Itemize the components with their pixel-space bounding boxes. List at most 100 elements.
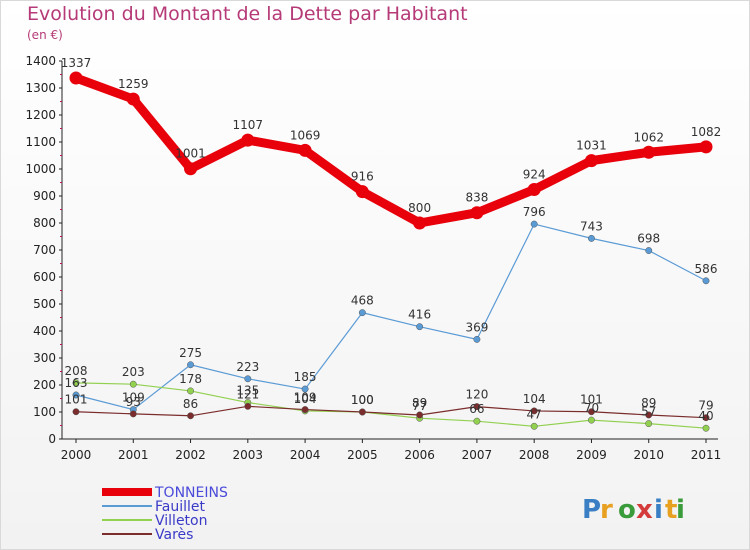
data-point bbox=[473, 335, 481, 343]
data-label: 101 bbox=[65, 393, 88, 407]
data-point bbox=[241, 133, 255, 147]
data-label: 203 bbox=[122, 365, 145, 379]
data-label: 70 bbox=[584, 401, 599, 415]
chart-subtitle: (en €) bbox=[27, 28, 63, 42]
data-label: 66 bbox=[469, 402, 484, 416]
data-point bbox=[72, 408, 80, 416]
data-label: 86 bbox=[183, 397, 198, 411]
data-point bbox=[416, 323, 424, 331]
data-point bbox=[588, 416, 595, 424]
data-point bbox=[527, 183, 541, 197]
x-tick-label: 2007 bbox=[462, 448, 493, 462]
y-tick-label: 1400 bbox=[25, 54, 56, 68]
x-tick-label: 2010 bbox=[633, 448, 664, 462]
legend-label: Villeton bbox=[155, 513, 207, 529]
data-label: 104 bbox=[523, 392, 546, 406]
y-tick-label: 100 bbox=[33, 405, 56, 419]
series-line-villeton bbox=[75, 382, 707, 429]
data-label: 208 bbox=[65, 364, 88, 378]
data-label: 57 bbox=[641, 405, 656, 419]
data-point bbox=[187, 387, 194, 395]
data-label: 468 bbox=[351, 294, 374, 308]
x-tick-label: 2005 bbox=[347, 448, 378, 462]
y-tick-label: 400 bbox=[33, 324, 56, 338]
data-label: 101 bbox=[580, 393, 603, 407]
axes: 0 100 200 300 400 500 600 700 800 900 1000 1100 1200… bbox=[25, 54, 721, 462]
series-line-fauillet bbox=[75, 223, 707, 411]
y-tick-label: 700 bbox=[33, 243, 56, 257]
data-point bbox=[301, 385, 309, 393]
series-line-tonneins bbox=[71, 73, 711, 228]
y-tick-label: 800 bbox=[33, 216, 56, 230]
data-label: 369 bbox=[465, 320, 488, 334]
x-tick-label: 2004 bbox=[290, 448, 321, 462]
data-point bbox=[699, 140, 713, 154]
data-point bbox=[702, 414, 710, 422]
data-point bbox=[184, 162, 198, 176]
data-label: 185 bbox=[294, 370, 317, 384]
data-label: 1259 bbox=[118, 77, 149, 91]
series-line-varès bbox=[75, 405, 707, 419]
data-label: 89 bbox=[641, 396, 656, 410]
data-point bbox=[473, 403, 481, 411]
data-label: 275 bbox=[179, 346, 202, 360]
data-point bbox=[416, 411, 424, 419]
legend-label: Varès bbox=[155, 527, 193, 543]
chart-title: Evolution du Montant de la Dette par Hab… bbox=[27, 3, 468, 25]
y-tick-label: 1100 bbox=[25, 135, 56, 149]
data-point bbox=[473, 417, 481, 425]
y-tick-label: 1200 bbox=[25, 108, 56, 122]
data-point bbox=[470, 206, 484, 220]
data-point bbox=[588, 234, 595, 242]
data-label: 104 bbox=[294, 392, 317, 406]
x-tick-label: 2003 bbox=[233, 448, 264, 462]
y-tick-label: 1300 bbox=[25, 81, 56, 95]
data-point bbox=[413, 216, 427, 230]
data-label: 1337 bbox=[61, 56, 92, 70]
data-label: 120 bbox=[465, 388, 488, 402]
data-label: 743 bbox=[580, 219, 603, 233]
data-point bbox=[126, 92, 140, 106]
brand-letter: r bbox=[600, 495, 613, 525]
data-point bbox=[584, 154, 598, 168]
brand-letter: i bbox=[654, 495, 663, 525]
data-label: 163 bbox=[65, 376, 88, 390]
data-label: 79 bbox=[698, 399, 713, 413]
data-label: 100 bbox=[351, 393, 374, 407]
x-tick-label: 2009 bbox=[576, 448, 607, 462]
x-tick-label: 2002 bbox=[175, 448, 206, 462]
data-point bbox=[187, 361, 194, 369]
data-label: 800 bbox=[408, 201, 431, 215]
x-tick-label: 2006 bbox=[404, 448, 435, 462]
data-label: 796 bbox=[523, 205, 546, 219]
data-label: 838 bbox=[465, 191, 488, 205]
data-point bbox=[645, 420, 653, 428]
y-tick-label: 500 bbox=[33, 297, 56, 311]
data-label: 109 bbox=[294, 391, 317, 405]
x-tick-label: 2008 bbox=[519, 448, 550, 462]
data-label: 1082 bbox=[691, 125, 722, 139]
x-tick-label: 2000 bbox=[61, 448, 92, 462]
y-tick-label: 300 bbox=[33, 351, 56, 365]
data-label: 47 bbox=[527, 407, 542, 421]
data-point bbox=[358, 309, 366, 317]
data-label: 1001 bbox=[175, 147, 206, 161]
data-point bbox=[72, 379, 80, 387]
data-point bbox=[129, 380, 137, 388]
data-point bbox=[530, 422, 538, 430]
data-point bbox=[645, 411, 653, 419]
brand-letter: P bbox=[582, 495, 601, 525]
brand-letter: i bbox=[676, 495, 685, 525]
data-labels: 163 109 275 223 185 468 416 369 796 743 698 586 208 2… bbox=[61, 56, 722, 423]
data-label: 223 bbox=[236, 360, 259, 374]
data-point bbox=[69, 71, 83, 85]
data-label: 178 bbox=[179, 372, 202, 386]
brand-logo: Pr o x i ti bbox=[582, 495, 685, 525]
data-label: 416 bbox=[408, 308, 431, 322]
data-point bbox=[72, 391, 80, 399]
data-point bbox=[187, 412, 194, 420]
data-point bbox=[301, 406, 309, 414]
data-point bbox=[530, 220, 538, 228]
data-point bbox=[298, 143, 312, 157]
